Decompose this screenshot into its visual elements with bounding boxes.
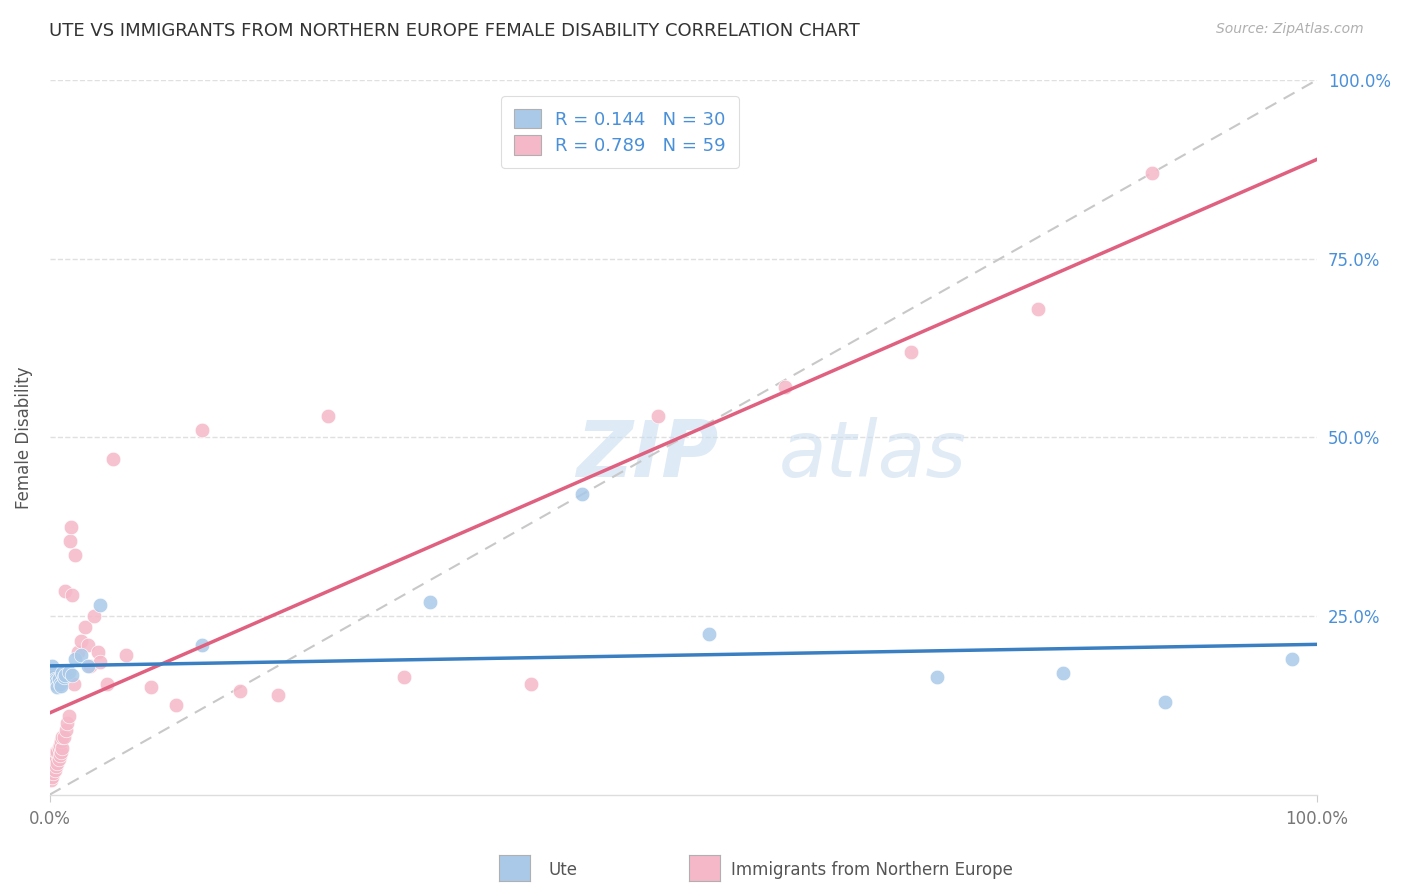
- Point: [62, 588, 84, 602]
- Point: [45, 677, 67, 691]
- Point: [165, 698, 187, 713]
- Point: [49, 679, 72, 693]
- Point: [647, 409, 669, 423]
- Point: [53, 584, 76, 599]
- Text: ZIP: ZIP: [575, 417, 718, 493]
- Point: [62, 667, 84, 681]
- Point: [42, 666, 65, 681]
- Point: [63, 652, 86, 666]
- Point: [520, 677, 543, 691]
- Point: [773, 380, 796, 394]
- Point: [900, 344, 922, 359]
- Point: [1140, 166, 1163, 180]
- Point: [56, 716, 79, 731]
- Point: [46, 674, 69, 689]
- Point: [41, 670, 63, 684]
- Point: [45, 752, 67, 766]
- Point: [49, 738, 72, 752]
- Point: [79, 659, 101, 673]
- Point: [75, 620, 97, 634]
- Point: [48, 672, 70, 686]
- Point: [39, 663, 62, 677]
- Point: [1052, 666, 1074, 681]
- Point: [49, 734, 72, 748]
- Point: [229, 684, 252, 698]
- Point: [114, 648, 136, 663]
- Point: [70, 648, 93, 663]
- Point: [49, 677, 72, 691]
- Point: [58, 665, 80, 679]
- Point: [44, 672, 66, 686]
- Point: [44, 748, 66, 763]
- Point: [96, 677, 118, 691]
- Point: [59, 533, 82, 548]
- Point: [60, 519, 83, 533]
- Point: [1281, 652, 1303, 666]
- Point: [39, 759, 62, 773]
- Point: [48, 741, 70, 756]
- Point: [41, 763, 63, 777]
- Point: [55, 723, 77, 738]
- Point: [46, 681, 69, 695]
- Point: [41, 659, 63, 673]
- Point: [42, 752, 65, 766]
- Point: [48, 752, 70, 766]
- Point: [419, 595, 441, 609]
- Point: [52, 731, 75, 745]
- Point: [1153, 695, 1175, 709]
- Point: [44, 763, 66, 777]
- Point: [41, 756, 63, 770]
- Point: [62, 677, 84, 691]
- Point: [87, 645, 110, 659]
- Point: [49, 748, 72, 763]
- Point: [571, 487, 593, 501]
- Point: [42, 766, 65, 780]
- Point: [46, 745, 69, 759]
- Point: [66, 645, 89, 659]
- Text: atlas: atlas: [779, 417, 966, 493]
- Point: [190, 638, 212, 652]
- Point: [101, 451, 124, 466]
- Point: [58, 709, 80, 723]
- Point: [46, 756, 69, 770]
- Point: [318, 409, 340, 423]
- Point: [70, 634, 93, 648]
- Point: [89, 656, 111, 670]
- Point: [52, 670, 75, 684]
- Point: [1026, 301, 1049, 316]
- Point: [51, 666, 73, 681]
- Point: [45, 745, 67, 759]
- Text: UTE VS IMMIGRANTS FROM NORTHERN EUROPE FEMALE DISABILITY CORRELATION CHART: UTE VS IMMIGRANTS FROM NORTHERN EUROPE F…: [49, 22, 860, 40]
- Point: [83, 609, 105, 624]
- Point: [44, 674, 66, 689]
- Point: [190, 423, 212, 437]
- Point: [394, 670, 416, 684]
- Point: [89, 599, 111, 613]
- Point: [51, 731, 73, 745]
- Point: [42, 759, 65, 773]
- Point: [53, 667, 76, 681]
- Text: Immigrants from Northern Europe: Immigrants from Northern Europe: [731, 861, 1012, 879]
- Text: Ute: Ute: [548, 861, 578, 879]
- Point: [139, 681, 162, 695]
- Point: [41, 770, 63, 784]
- Point: [45, 759, 67, 773]
- Point: [51, 741, 73, 756]
- Point: [39, 766, 62, 780]
- Legend: R = 0.144   N = 30, R = 0.789   N = 59: R = 0.144 N = 30, R = 0.789 N = 59: [501, 96, 738, 168]
- Point: [697, 627, 720, 641]
- Point: [76, 638, 98, 652]
- Point: [39, 773, 62, 788]
- Point: [44, 756, 66, 770]
- Point: [63, 548, 86, 562]
- Text: Source: ZipAtlas.com: Source: ZipAtlas.com: [1216, 22, 1364, 37]
- Point: [925, 670, 948, 684]
- Point: [49, 745, 72, 759]
- Point: [267, 688, 290, 702]
- Point: [45, 673, 67, 688]
- Y-axis label: Female Disability: Female Disability: [15, 366, 32, 508]
- Point: [76, 659, 98, 673]
